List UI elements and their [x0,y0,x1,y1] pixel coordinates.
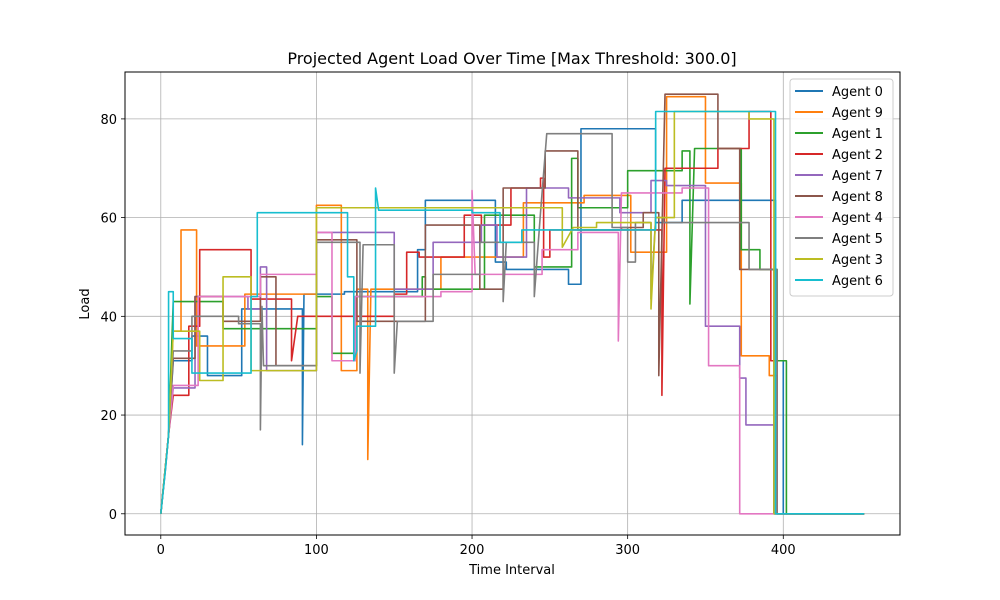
legend-label-agent-3: Agent 3 [832,253,883,268]
x-tick-label: 100 [304,543,329,558]
series-layer [159,93,865,515]
legend-label-agent-7: Agent 7 [832,169,883,184]
y-tick-label: 80 [100,113,117,128]
legend-label-agent-9: Agent 9 [832,106,883,121]
legend-label-agent-0: Agent 0 [832,85,883,100]
x-tick-label: 400 [771,543,796,558]
series-line-agent-6 [159,110,865,515]
legend-label-agent-4: Agent 4 [832,211,883,226]
x-tick-label: 300 [615,543,640,558]
x-axis-label: Time Interval [468,563,555,578]
legend-label-agent-5: Agent 5 [832,232,883,247]
x-tick-label: 200 [460,543,485,558]
y-tick-label: 40 [100,310,117,325]
y-tick-label: 0 [109,508,117,523]
legend-label-agent-6: Agent 6 [832,274,883,289]
legend: Agent 0 Agent 9 Agent 1 Agent 2 Agent 7 Agent… [789,78,894,297]
legend-label-agent-2: Agent 2 [832,148,883,163]
series-line-agent-4 [159,187,865,515]
y-tick-label: 60 [100,212,117,227]
series-line-agent-7 [159,179,865,515]
legend-label-agent-1: Agent 1 [832,127,883,142]
plot-frame [124,71,901,536]
series-line-agent-1 [159,147,865,515]
chart-title: Projected Agent Load Over Time [Max Thre… [287,49,736,68]
ticks: 0 100 200 300 400 0 20 40 60 80 [100,113,795,558]
y-axis-label: Load [78,288,93,319]
legend-label-agent-8: Agent 8 [832,190,883,205]
x-tick-label: 0 [157,543,165,558]
y-tick-label: 20 [100,409,117,424]
